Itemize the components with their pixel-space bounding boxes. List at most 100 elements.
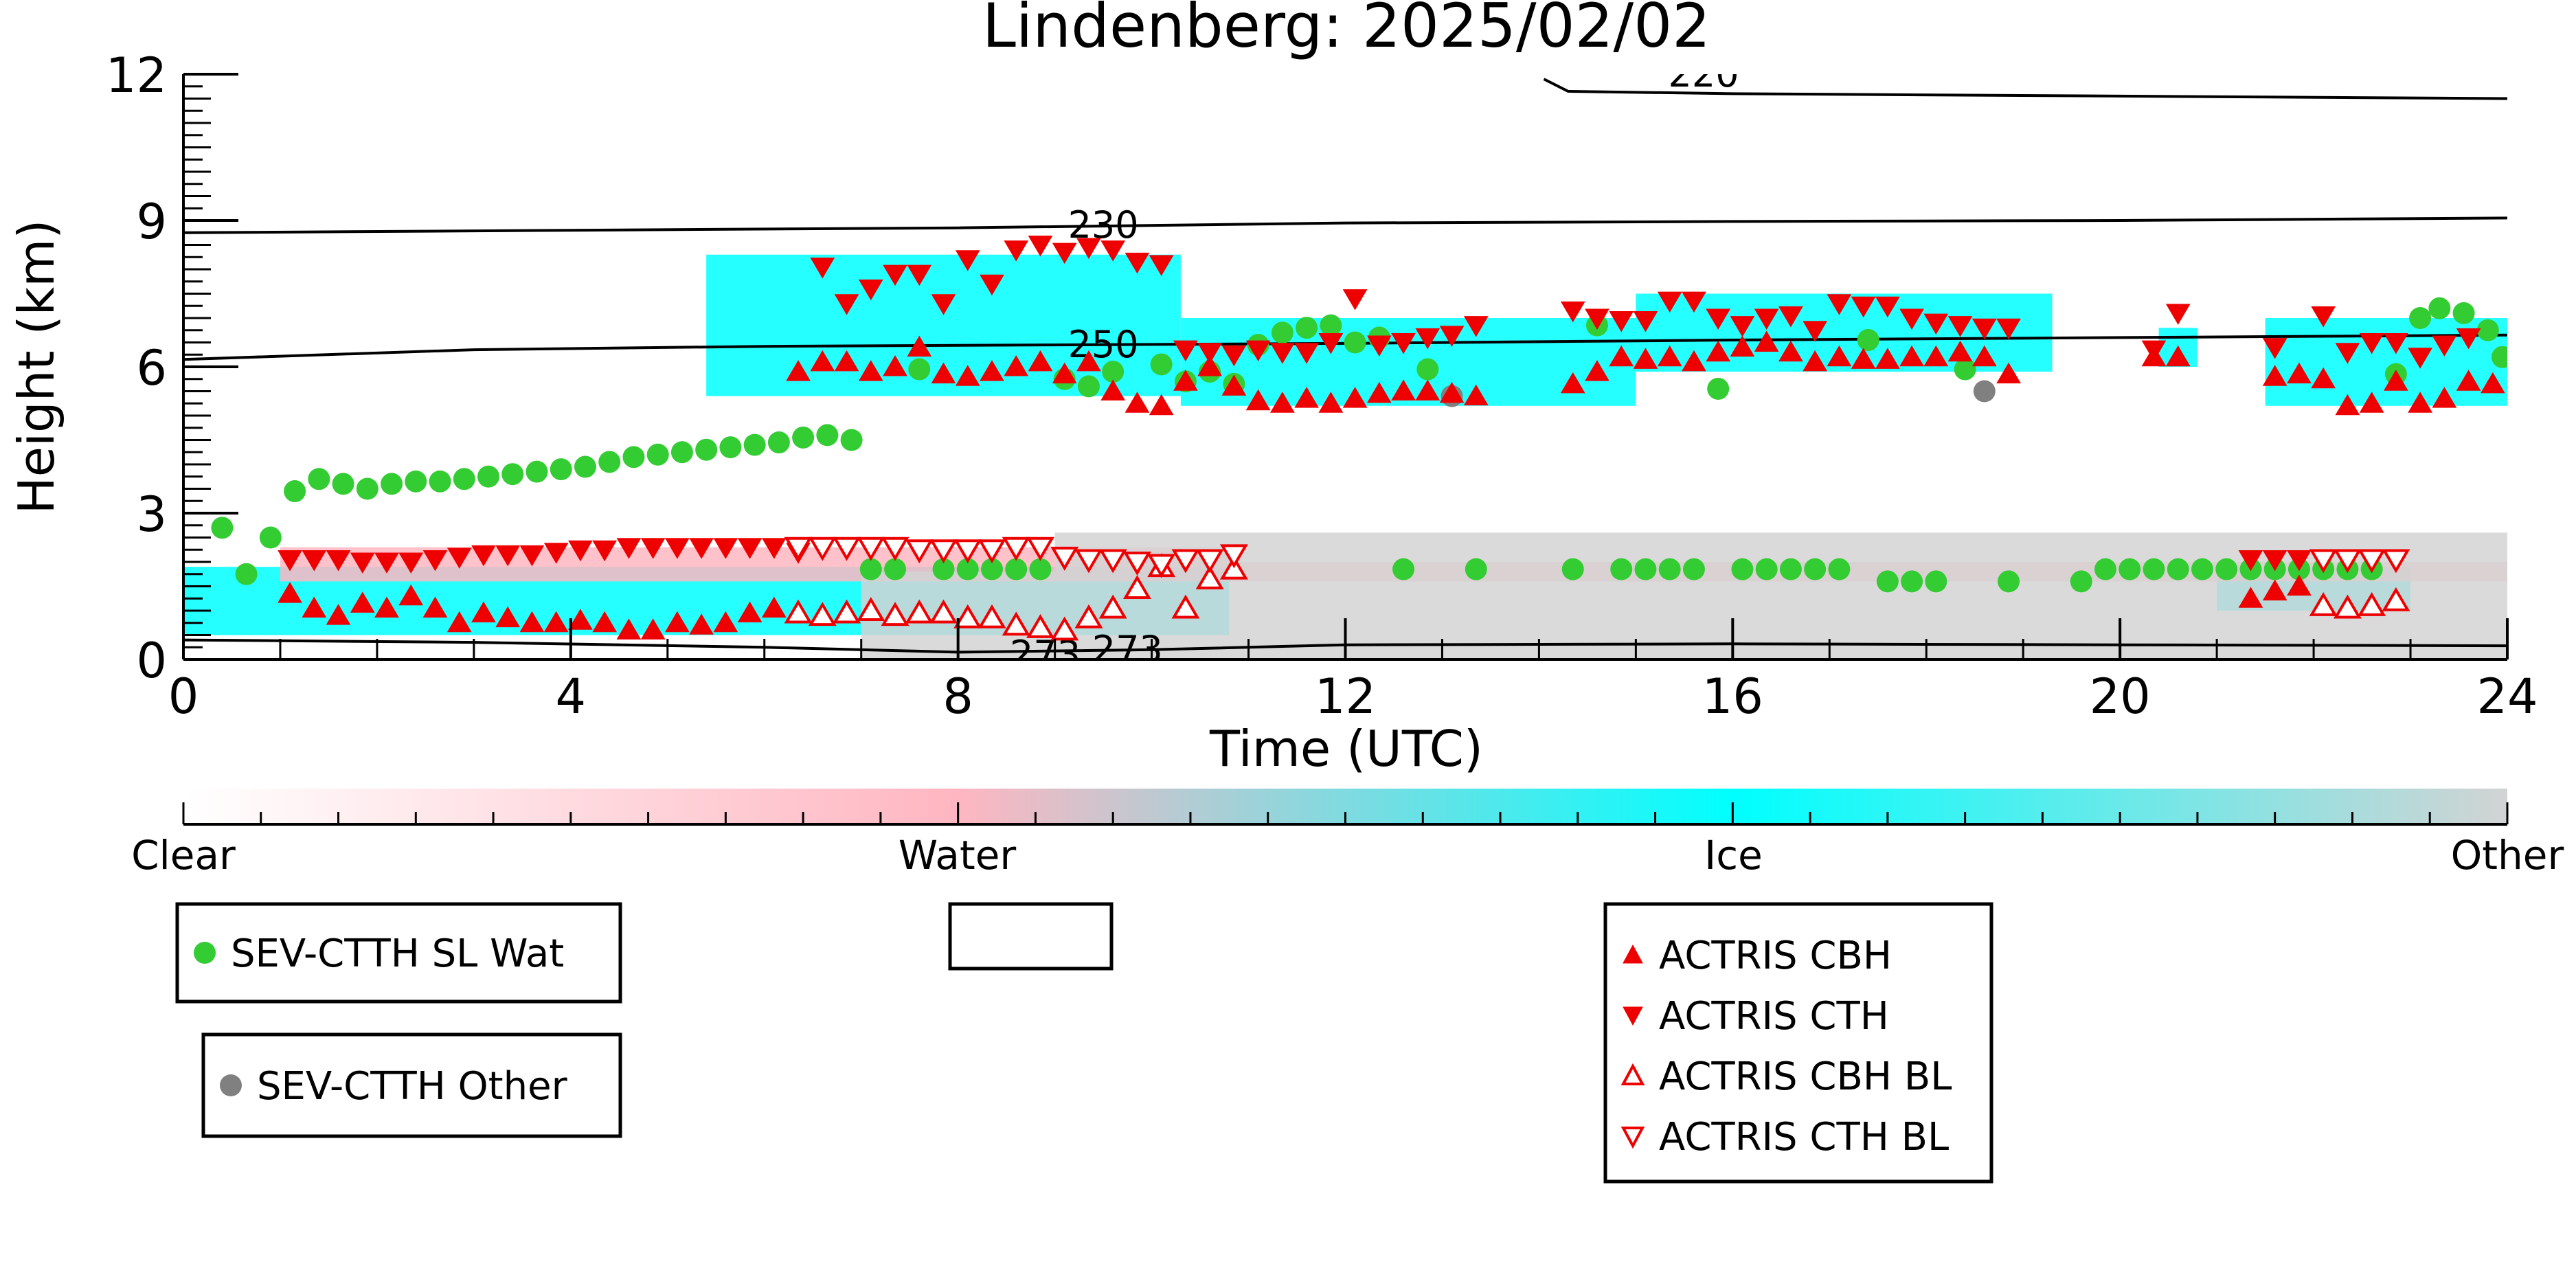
point-actris-cbh-bl [857, 597, 885, 621]
point-sev-ctth-sl-wat [501, 463, 524, 486]
point-actris-cbh [543, 611, 569, 633]
legend-entry-label: ACTRIS CBH BL [1659, 1054, 1952, 1099]
point-actris-cth [1682, 291, 1706, 313]
point-actris-cth [1173, 340, 1198, 362]
point-actris-cth-bl [1219, 544, 1248, 569]
point-actris-cth [1439, 326, 1465, 347]
colorbar-label: Ice [1704, 832, 1763, 879]
point-actris-cbh [2165, 345, 2191, 367]
point-actris-cth [2165, 304, 2191, 325]
point-actris-cbh [1052, 362, 1077, 384]
point-actris-cth [1633, 311, 1658, 332]
point-actris-cth-bl [2358, 549, 2386, 574]
contour-line [1543, 78, 2507, 100]
point-actris-cbh [810, 350, 835, 372]
point-actris-cth [2456, 328, 2481, 350]
x-tick-label: 8 [942, 668, 973, 725]
point-sev-ctth-sl-wat [1465, 558, 1487, 580]
x-tick-label: 0 [168, 668, 199, 725]
x-tick-label: 12 [1315, 668, 1376, 725]
y-tick-label: 12 [106, 47, 167, 104]
point-actris-cth [737, 538, 762, 559]
point-actris-cbh [422, 596, 448, 618]
point-actris-cbh [1463, 384, 1489, 406]
point-actris-cbh-bl [2358, 591, 2386, 616]
point-actris-cbh-bl [1122, 575, 1151, 600]
point-actris-cbh [1366, 382, 1392, 403]
point-sev-ctth-sl-wat [1271, 321, 1293, 344]
point-actris-cth [1415, 328, 1440, 350]
point-actris-cbh [1706, 340, 1731, 362]
point-actris-cth-bl [1002, 536, 1030, 561]
point-actris-cbh [1657, 345, 1682, 367]
point-actris-cth [519, 545, 545, 567]
point-sev-ctth-sl-wat [1876, 570, 1899, 593]
point-actris-cth [616, 538, 642, 559]
point-actris-cth [1657, 291, 1682, 313]
point-actris-cth [1245, 340, 1271, 362]
point-sev-ctth-sl-wat [719, 436, 742, 459]
point-actris-cth-bl [808, 536, 837, 561]
point-actris-cbh [2359, 392, 2384, 413]
point-actris-cbh [1971, 345, 1997, 367]
axes: 0 3 6 9 12 0 4 8 12 16 20 24 [106, 47, 2538, 725]
point-actris-cth [1342, 289, 1368, 310]
point-actris-cbh [2238, 587, 2263, 608]
point-actris-cbh-bl [953, 604, 982, 629]
point-actris-cth-bl [929, 539, 958, 564]
point-actris-cth [1851, 296, 1876, 318]
point-actris-cth [1778, 306, 1803, 328]
point-actris-cth [810, 257, 835, 279]
point-actris-cbh [2262, 365, 2287, 386]
point-actris-cth-bl [905, 539, 934, 564]
point-actris-cth [1125, 252, 1150, 274]
point-actris-cth [2384, 333, 2408, 354]
point-sev-ctth-sl-wat [2070, 570, 2092, 593]
point-actris-cbh-bl [2333, 594, 2362, 619]
point-actris-cth [689, 538, 714, 559]
point-actris-cbh [471, 601, 496, 623]
point-actris-cth-bl [784, 536, 813, 561]
point-actris-cth [1730, 316, 1755, 337]
point-sev-ctth-sl-wat [646, 443, 669, 466]
point-sev-ctth-sl-wat [1998, 570, 2020, 593]
point-actris-cth [350, 552, 375, 574]
legends: SEV-CTTH SL Wat SEV-CTTH Other ACTRIS CBH A… [175, 902, 1993, 1184]
point-actris-cth-bl [1098, 549, 1127, 574]
point-sev-ctth-sl-wat [284, 480, 306, 503]
point-actris-cbh [1899, 345, 1924, 367]
point-actris-cbh [1778, 340, 1803, 362]
legend-marker [1623, 1006, 1643, 1026]
point-actris-cth [955, 250, 980, 271]
point-actris-cbh [278, 582, 302, 603]
point-actris-cth [1318, 333, 1344, 354]
point-actris-cbh [640, 618, 666, 640]
point-sev-ctth-sl-wat [884, 558, 907, 580]
point-sev-ctth-sl-wat [308, 468, 330, 490]
colorbar-label: Clear [131, 832, 236, 879]
point-actris-cth [2238, 550, 2263, 572]
point-actris-cth [1754, 308, 1779, 330]
colorbar-label: Water [899, 832, 1017, 879]
point-sev-ctth-sl-wat [2491, 346, 2507, 368]
point-actris-cbh [1173, 370, 1198, 391]
point-actris-cbh [1197, 355, 1223, 376]
point-sev-ctth-sl-wat [574, 455, 596, 478]
legend-box [175, 902, 622, 1004]
point-actris-cbh [2384, 370, 2408, 391]
point-sev-ctth-sl-wat [1731, 558, 1754, 580]
legend-entry-label: ACTRIS CTH [1659, 994, 1889, 1039]
point-actris-cbh-bl [784, 599, 813, 624]
point-actris-cth [883, 264, 907, 286]
point-actris-cbh [1004, 355, 1029, 376]
point-sev-ctth-sl-wat [743, 433, 766, 456]
point-sev-ctth-sl-wat [1682, 558, 1705, 580]
point-sev-ctth-sl-wat [1029, 558, 1052, 580]
legend-marker [194, 942, 216, 964]
point-actris-cth [1197, 343, 1223, 364]
point-sev-ctth-sl-wat [2476, 319, 2499, 341]
point-actris-cbh [955, 365, 980, 386]
point-actris-cbh [1996, 362, 2021, 384]
point-actris-cth [447, 547, 472, 569]
legend-entry-label: SEV-CTTH Other [257, 1064, 568, 1109]
